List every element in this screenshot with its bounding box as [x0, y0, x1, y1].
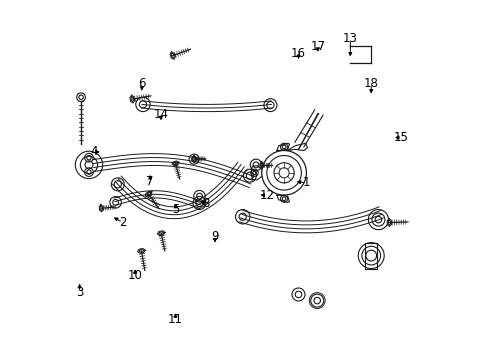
Text: 8: 8: [202, 197, 210, 210]
Text: 2: 2: [119, 216, 126, 229]
Text: 15: 15: [393, 131, 408, 144]
Text: 4: 4: [90, 145, 98, 158]
Text: 11: 11: [167, 313, 183, 326]
Text: 1: 1: [302, 176, 309, 189]
Text: 16: 16: [290, 47, 305, 60]
Text: 14: 14: [153, 108, 168, 121]
Text: 10: 10: [127, 269, 142, 282]
Text: 12: 12: [259, 189, 274, 202]
Text: 5: 5: [172, 203, 180, 216]
Text: 6: 6: [138, 77, 145, 90]
Text: 3: 3: [76, 286, 83, 299]
Text: 13: 13: [342, 32, 357, 45]
Text: 9: 9: [211, 230, 218, 243]
Text: 18: 18: [363, 77, 378, 90]
Text: 7: 7: [146, 175, 154, 188]
Text: 17: 17: [310, 40, 325, 53]
